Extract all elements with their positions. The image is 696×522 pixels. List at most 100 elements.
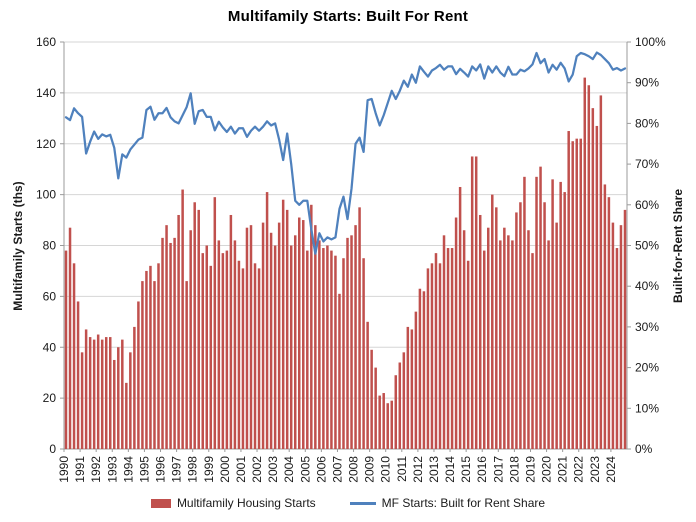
- bar: [430, 263, 434, 449]
- legend-item-line: MF Starts: Built for Rent Share: [349, 496, 545, 510]
- x-axis-year-label: 1993: [105, 456, 119, 483]
- bar: [225, 250, 229, 449]
- bar: [523, 176, 526, 449]
- bar: [302, 220, 305, 449]
- bar: [318, 240, 321, 449]
- bar: [273, 245, 277, 449]
- x-axis-year-label: 2015: [459, 456, 473, 483]
- bar: [563, 192, 566, 449]
- bar: [145, 270, 148, 449]
- bar: [68, 227, 72, 449]
- left-axis-tick-label: 140: [36, 86, 56, 100]
- bar: [330, 250, 333, 449]
- x-axis-year-label: 2000: [218, 456, 232, 483]
- x-axis-year-label: 2024: [604, 456, 618, 483]
- bar: [104, 337, 108, 449]
- bar: [169, 242, 172, 449]
- x-axis-year-label: 2020: [540, 456, 554, 483]
- bar: [117, 347, 120, 449]
- legend-label-bars: Multifamily Housing Starts: [176, 496, 316, 510]
- bar: [482, 250, 486, 449]
- bar: [354, 225, 357, 449]
- bar: [462, 230, 466, 449]
- bar: [619, 225, 623, 449]
- bar: [161, 237, 164, 449]
- left-axis-tick-label: 60: [43, 289, 57, 303]
- bar: [615, 248, 619, 449]
- x-axis-year-label: 1990: [57, 456, 71, 483]
- bar: [285, 209, 289, 449]
- bar-series-swatch: [150, 498, 171, 508]
- x-axis-year-label: 2009: [363, 456, 377, 483]
- bar: [507, 235, 510, 449]
- x-axis-year-label: 2019: [523, 456, 537, 483]
- bar: [121, 339, 124, 449]
- x-axis-year-label: 1999: [202, 456, 216, 483]
- bar: [350, 235, 353, 449]
- bar: [237, 260, 241, 449]
- x-axis-year-label: 2005: [298, 456, 312, 483]
- left-axis-tick-label: 160: [36, 35, 56, 49]
- right-axis-tick-label: 0%: [635, 442, 653, 456]
- bar: [245, 227, 249, 449]
- bar: [141, 281, 144, 449]
- left-axis-tick-label: 80: [43, 239, 57, 253]
- bar: [362, 258, 365, 449]
- bar: [80, 352, 84, 449]
- x-axis-year-label: 2018: [507, 456, 521, 483]
- x-axis-year-label: 2001: [234, 456, 248, 483]
- bar: [434, 253, 438, 449]
- bar: [382, 393, 385, 449]
- bar: [72, 263, 76, 449]
- bar: [487, 227, 490, 449]
- bar: [422, 291, 426, 449]
- x-axis-year-label: 2010: [379, 456, 393, 483]
- bar: [310, 204, 313, 449]
- bar: [298, 217, 301, 449]
- bar: [322, 248, 325, 449]
- bar: [531, 253, 534, 449]
- bar: [249, 225, 253, 449]
- left-axis-tick-label: 40: [43, 340, 57, 354]
- right-axis-tick-label: 20%: [635, 361, 659, 375]
- right-axis-tick-label: 10%: [635, 401, 659, 415]
- right-axis-tick-label: 40%: [635, 279, 659, 293]
- bar: [269, 232, 273, 449]
- bar: [165, 225, 168, 449]
- bar: [229, 214, 233, 449]
- bar: [495, 207, 498, 449]
- x-axis-year-label: 2008: [347, 456, 361, 483]
- bar: [181, 189, 184, 450]
- bar: [571, 141, 574, 449]
- bar: [346, 237, 349, 449]
- bar: [454, 217, 458, 449]
- bar: [289, 245, 293, 449]
- x-axis-year-label: 1995: [137, 456, 151, 483]
- bar: [233, 240, 237, 449]
- bar: [474, 156, 478, 449]
- bar: [583, 77, 587, 450]
- bar: [129, 352, 132, 449]
- bar: [338, 293, 341, 449]
- bar: [133, 326, 136, 449]
- left-axis-tick-label: 120: [36, 137, 56, 151]
- bar: [450, 248, 454, 449]
- legend: Multifamily Housing Starts MF Starts: Bu…: [0, 496, 696, 510]
- bar: [96, 334, 100, 449]
- bar: [113, 359, 116, 449]
- right-axis-tick-label: 30%: [635, 320, 659, 334]
- x-axis-year-label: 1996: [154, 456, 168, 483]
- right-axis-tick-label: 80%: [635, 116, 659, 130]
- bar: [277, 222, 281, 449]
- bar: [149, 265, 152, 449]
- bar: [398, 362, 402, 449]
- bar: [193, 202, 196, 449]
- bar: [358, 207, 361, 449]
- x-axis-year-label: 2007: [330, 456, 344, 483]
- share-line: [64, 51, 627, 255]
- x-axis-year-label: 2004: [282, 456, 296, 483]
- bar: [366, 321, 369, 449]
- x-axis-year-label: 2012: [411, 456, 425, 483]
- bar: [241, 268, 245, 449]
